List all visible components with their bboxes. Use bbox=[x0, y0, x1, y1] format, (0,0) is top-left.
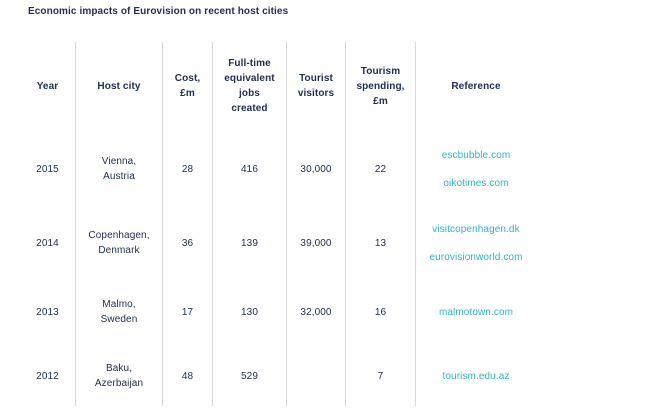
table-row-2014: 2014 Copenhagen, Denmark 36 139 39,000 1… bbox=[20, 208, 536, 278]
cell-reference: tourism.edu.az bbox=[416, 346, 536, 406]
cell-tourism-spending: 7 bbox=[346, 346, 416, 406]
reference-link-list: malmotown.com bbox=[439, 305, 513, 320]
table-row-2015: 2015 Vienna, Austria 28 416 30,000 22 es… bbox=[20, 130, 536, 208]
reference-link-list: escbubble.com oikotimes.com bbox=[442, 148, 511, 191]
cell-cost: 17 bbox=[163, 278, 213, 346]
cell-jobs: 139 bbox=[213, 208, 287, 278]
header-cost: Cost, £m bbox=[163, 42, 213, 130]
cell-tourism-spending: 16 bbox=[346, 278, 416, 346]
cell-jobs: 416 bbox=[213, 130, 287, 208]
reference-link[interactable]: malmotown.com bbox=[438, 306, 514, 318]
page-title: Economic impacts of Eurovision on recent… bbox=[28, 6, 289, 17]
cell-cost: 36 bbox=[163, 208, 213, 278]
reference-link[interactable]: tourism.edu.az bbox=[442, 370, 510, 382]
table-row-2013: 2013 Malmo, Sweden 17 130 32,000 16 malm… bbox=[20, 278, 536, 346]
cell-jobs: 130 bbox=[213, 278, 287, 346]
reference-link-list: tourism.edu.az bbox=[443, 369, 510, 384]
cell-jobs: 529 bbox=[213, 346, 287, 406]
cell-year: 2014 bbox=[20, 208, 76, 278]
reference-link[interactable]: eurovisionworld.com bbox=[429, 251, 523, 263]
cell-reference: malmotown.com bbox=[416, 278, 536, 346]
reference-link[interactable]: visitcopenhagen.dk bbox=[432, 223, 520, 235]
table-header-row: Year Host city Cost, £m Full-time equiva… bbox=[20, 42, 536, 130]
header-reference: Reference bbox=[451, 80, 501, 92]
table-row-2012: 2012 Baku, Azerbaijan 48 529 7 tourism.e… bbox=[20, 346, 536, 406]
header-host-city: Host city bbox=[76, 42, 163, 130]
header-year: Year bbox=[20, 42, 76, 130]
header-tourist-visitors: Tourist visitors bbox=[287, 42, 346, 130]
reference-link[interactable]: escbubble.com bbox=[441, 149, 511, 161]
cell-tourist-visitors: 30,000 bbox=[287, 130, 346, 208]
cell-host-city: Vienna, Austria bbox=[76, 130, 163, 208]
cell-reference: visitcopenhagen.dk eurovisionworld.com bbox=[416, 208, 536, 278]
cell-tourist-visitors bbox=[287, 346, 346, 406]
cell-year: 2013 bbox=[20, 278, 76, 346]
cell-reference: escbubble.com oikotimes.com bbox=[416, 130, 536, 208]
header-jobs-created: Full-time equivalent jobs created bbox=[213, 42, 287, 130]
cell-cost: 48 bbox=[163, 346, 213, 406]
cell-host-city: Copenhagen, Denmark bbox=[76, 208, 163, 278]
cell-tourism-spending: 13 bbox=[346, 208, 416, 278]
cell-tourist-visitors: 32,000 bbox=[287, 278, 346, 346]
cell-tourism-spending: 22 bbox=[346, 130, 416, 208]
eurovision-impacts-table: Year Host city Cost, £m Full-time equiva… bbox=[20, 42, 536, 406]
cell-year: 2012 bbox=[20, 346, 76, 406]
reference-link[interactable]: oikotimes.com bbox=[443, 177, 509, 189]
cell-tourist-visitors: 39,000 bbox=[287, 208, 346, 278]
cell-cost: 28 bbox=[163, 130, 213, 208]
header-tourism-spending: Tourism spending, £m bbox=[346, 42, 416, 130]
cell-host-city: Malmo, Sweden bbox=[76, 278, 163, 346]
reference-link-list: visitcopenhagen.dk eurovisionworld.com bbox=[429, 222, 522, 265]
cell-host-city: Baku, Azerbaijan bbox=[76, 346, 163, 406]
cell-year: 2015 bbox=[20, 130, 76, 208]
